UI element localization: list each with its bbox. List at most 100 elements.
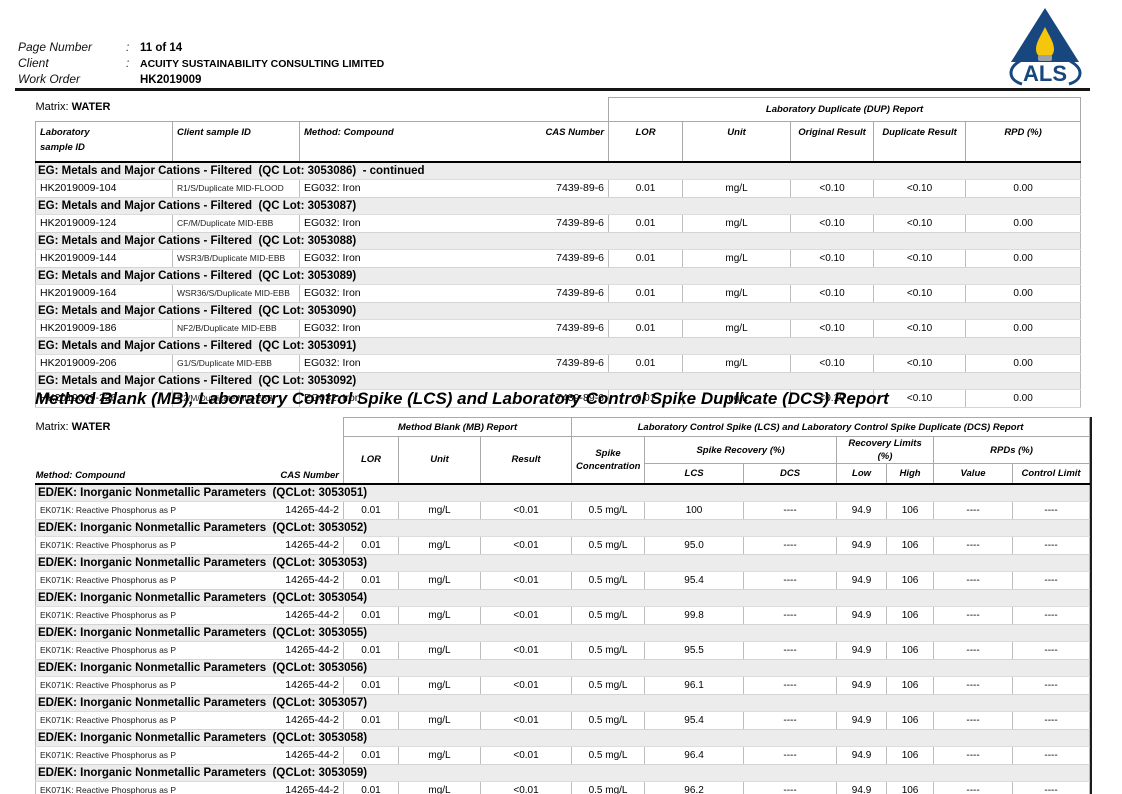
method-compound-cell: EG032: Iron — [299, 284, 515, 303]
result-cell: <0.01 — [479, 536, 572, 555]
cas-number-cell: 14265-44-2 — [275, 571, 344, 590]
original-result-cell: <0.10 — [790, 249, 874, 268]
table-row: EK071K: Reactive Phosphorus as P 14265-44… — [35, 711, 1091, 730]
dcs-cell: ---- — [743, 711, 837, 730]
lor-cell: 0.01 — [608, 249, 683, 268]
unit-cell: mg/L — [682, 319, 791, 338]
rpd-value-cell: ---- — [933, 606, 1013, 625]
unit-cell: mg/L — [682, 249, 791, 268]
duplicate-result-cell: <0.10 — [873, 389, 966, 408]
col-rpds: RPDs (%) — [933, 436, 1091, 464]
dcs-cell: ---- — [743, 501, 837, 520]
matrix-line: Matrix: WATER — [36, 98, 609, 122]
control-limit-cell: ---- — [1012, 711, 1091, 730]
unit-cell: mg/L — [398, 781, 481, 794]
unit-cell: mg/L — [398, 501, 481, 520]
page-number-row: Page Number : 11 of 14 — [18, 40, 384, 56]
matrix-label: Matrix: — [35, 420, 69, 433]
unit-cell: mg/L — [682, 354, 791, 373]
method-compound-cell: EK071K: Reactive Phosphorus as P — [35, 571, 276, 590]
original-result-cell: <0.10 — [790, 354, 874, 373]
col-value: Value — [933, 463, 1014, 485]
spike-concentration-cell: 0.5 mg/L — [571, 781, 645, 794]
control-limit-cell: ---- — [1012, 501, 1091, 520]
col-lor: LOR — [343, 436, 399, 485]
dup-column-header-row: Laboratory sample ID Client sample ID Me… — [35, 120, 1082, 163]
low-limit-cell: 94.9 — [836, 501, 887, 520]
lor-cell: 0.01 — [608, 319, 683, 338]
table-row: EK071K: Reactive Phosphorus as P 14265-44… — [35, 781, 1091, 794]
mb-lcs-table-wrapper: Matrix: WATER Method Blank (MB) Report L… — [34, 417, 1093, 794]
matrix-value: WATER — [71, 100, 111, 113]
cas-number-cell: 14265-44-2 — [275, 676, 344, 695]
lcs-cell: 100 — [644, 501, 744, 520]
matrix-value: WATER — [71, 420, 111, 433]
table-row: EK071K: Reactive Phosphorus as P 14265-44… — [35, 536, 1091, 555]
table-row: EK071K: Reactive Phosphorus as P 14265-44… — [35, 746, 1091, 765]
table-row: HK2019009-164 WSR36/S/Duplicate MID-EBB EG… — [35, 284, 1082, 303]
col-method-compound: Method: Compound — [299, 120, 515, 163]
left-paren-arc — [1009, 59, 1023, 86]
original-result-cell: <0.10 — [790, 214, 874, 233]
col-unit: Unit — [682, 120, 792, 163]
group-header-row: ED/EK: Inorganic Nonmetallic Parameters … — [34, 729, 1091, 747]
group-title: ED/EK: Inorganic Nonmetallic Parameters … — [34, 554, 1091, 572]
group-title: ED/EK: Inorganic Nonmetallic Parameters … — [34, 764, 1091, 782]
group-header-row: ED/EK: Inorganic Nonmetallic Parameters … — [34, 659, 1091, 677]
header-divider — [15, 88, 1090, 91]
rpd-value-cell: ---- — [933, 571, 1013, 590]
table-row: EK071K: Reactive Phosphorus as P 14265-44… — [35, 501, 1091, 520]
als-logo-graphic: ALS — [1009, 8, 1082, 86]
client-sample-id-cell: WSR3/B/Duplicate MID-EBB — [172, 249, 300, 268]
result-cell: <0.01 — [479, 711, 572, 730]
high-limit-cell: 106 — [886, 781, 934, 794]
lor-cell: 0.01 — [608, 354, 683, 373]
lor-cell: 0.01 — [608, 179, 683, 198]
lcs-cell: 95.0 — [644, 536, 744, 555]
als-flame-icon — [1036, 27, 1054, 58]
method-compound-cell: EG032: Iron — [299, 179, 515, 198]
group-header-row: ED/EK: Inorganic Nonmetallic Parameters … — [34, 764, 1091, 782]
dup-group-header-row: Matrix: WATER Laboratory Duplicate (DUP)… — [36, 97, 1082, 122]
client-sample-id-cell: NF2/B/Duplicate MID-EBB — [172, 319, 300, 338]
rpd-value-cell: ---- — [933, 781, 1013, 794]
lab-sample-id-cell: HK2019009-206 — [35, 354, 173, 373]
rpd-value-cell: ---- — [933, 501, 1013, 520]
group-header-row: ED/EK: Inorganic Nonmetallic Parameters … — [34, 554, 1091, 572]
colon: : — [126, 56, 130, 70]
high-limit-cell: 106 — [886, 746, 934, 765]
lor-cell: 0.01 — [343, 781, 399, 794]
lab-sample-id-cell: HK2019009-164 — [35, 284, 173, 303]
group-header-row: ED/EK: Inorganic Nonmetallic Parameters … — [34, 694, 1091, 712]
rpd-cell: 0.00 — [965, 284, 1082, 303]
group-header-row: ED/EK: Inorganic Nonmetallic Parameters … — [34, 519, 1091, 537]
cas-number-cell: 14265-44-2 — [275, 641, 344, 660]
rpd-value-cell: ---- — [933, 641, 1013, 660]
cas-number-cell: 7439-89-6 — [514, 319, 609, 338]
cas-number-cell: 7439-89-6 — [514, 389, 609, 408]
right-paren-arc — [1068, 59, 1082, 86]
group-header-row: EG: Metals and Major Cations - Filtered … — [34, 372, 1082, 390]
col-result: Result — [479, 436, 573, 485]
rpd-value-cell: ---- — [933, 711, 1013, 730]
col-high: High — [886, 463, 935, 485]
group-title: EG: Metals and Major Cations - Filtered … — [34, 337, 1082, 355]
control-limit-cell: ---- — [1012, 606, 1091, 625]
table-row: HK2019009-124 CF/M/Duplicate MID-EBB EG032… — [35, 214, 1082, 233]
group-header-row: EG: Metals and Major Cations - Filtered … — [34, 197, 1082, 215]
table-row: EK071K: Reactive Phosphorus as P 14265-44… — [35, 606, 1091, 625]
spike-concentration-cell: 0.5 mg/L — [571, 606, 645, 625]
original-result-cell: <0.10 — [790, 319, 874, 338]
low-limit-cell: 94.9 — [836, 641, 887, 660]
client-sample-id-cell: G1/S/Duplicate MID-EBB — [172, 354, 300, 373]
mb-subgroup-header-row: LOR Unit Result Spike Concentration Spik… — [36, 436, 1091, 485]
group-title: ED/EK: Inorganic Nonmetallic Parameters … — [34, 589, 1091, 607]
high-limit-cell: 106 — [886, 536, 934, 555]
group-title: EG: Metals and Major Cations - Filtered … — [34, 232, 1082, 250]
group-title: EG: Metals and Major Cations - Filtered … — [34, 197, 1082, 215]
lcs-cell: 99.8 — [644, 606, 744, 625]
unit-cell: mg/L — [398, 746, 481, 765]
unit-cell: mg/L — [398, 536, 481, 555]
cas-number-cell: 14265-44-2 — [275, 606, 344, 625]
cas-number-cell: 7439-89-6 — [514, 354, 609, 373]
